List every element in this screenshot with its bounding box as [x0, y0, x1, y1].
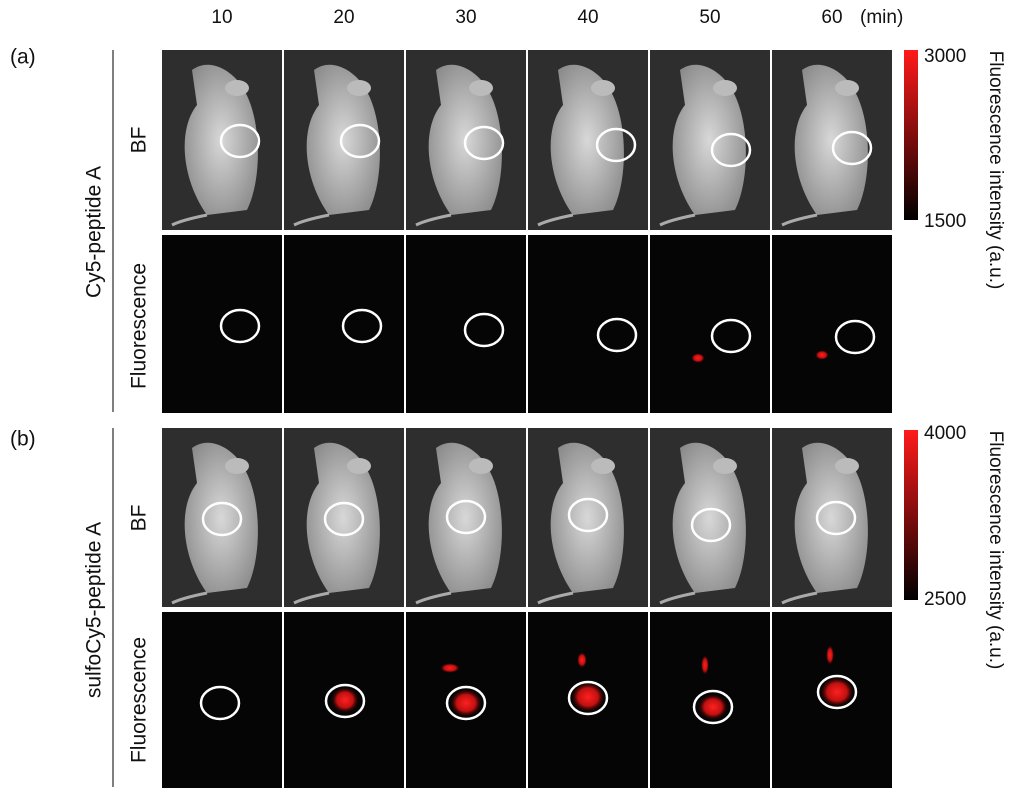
image-grid [162, 50, 892, 788]
figure: 10 20 30 40 50 60 (min) (a) (b) Cy5-pept… [0, 0, 1015, 789]
colorbar-max: 4000 [924, 423, 966, 444]
time-label: 30 [455, 7, 476, 28]
colorbar [904, 50, 918, 220]
fluorescence-signal [820, 677, 854, 707]
panel-label: (b) [10, 428, 36, 451]
row-label: Fluorescence [128, 637, 151, 763]
ear [591, 80, 615, 96]
panel-label: (a) [10, 46, 36, 69]
fluorescence-image [772, 235, 892, 413]
ear [835, 458, 859, 474]
row-label: BF [128, 127, 151, 154]
colorbar [904, 430, 918, 600]
time-unit: (min) [860, 7, 903, 28]
fluorescence-signal [691, 353, 705, 363]
time-label: 40 [577, 7, 598, 28]
probe-label: Cy5-peptide A [83, 166, 106, 298]
ear [347, 80, 371, 96]
colorbar-min: 2500 [924, 589, 966, 610]
ear [225, 458, 249, 474]
fluorescence-image [162, 612, 282, 788]
fluorescence-signal [826, 645, 834, 665]
ear [469, 458, 493, 474]
fluorescence-signal [698, 694, 728, 720]
colorbar-min: 1500 [924, 211, 966, 232]
fluorescence-image [650, 235, 770, 413]
time-label: 50 [699, 7, 720, 28]
fluorescence-signal [440, 663, 460, 673]
colorbar-title: Fluorescence intensity (a.u.) [985, 431, 1006, 670]
fluorescence-signal [815, 350, 829, 360]
fluorescence-signal [331, 687, 359, 713]
time-label: 60 [821, 7, 842, 28]
probe-label: sulfoCy5-peptide A [83, 522, 106, 698]
ear [469, 80, 493, 96]
colorbar-title: Fluorescence intensity (a.u.) [985, 51, 1006, 290]
fluorescence-signal [450, 689, 482, 717]
ear [713, 80, 737, 96]
ear [591, 458, 615, 474]
row-label: BF [128, 505, 151, 532]
colorbar-max: 3000 [924, 46, 966, 67]
row-label: Fluorescence [128, 263, 151, 389]
ear [347, 458, 371, 474]
ear [835, 80, 859, 96]
fluorescence-signal [701, 655, 709, 675]
ear [225, 80, 249, 96]
fluorescence-signal [577, 652, 587, 668]
ear [713, 458, 737, 474]
time-label: 20 [333, 7, 354, 28]
time-label: 10 [211, 7, 232, 28]
